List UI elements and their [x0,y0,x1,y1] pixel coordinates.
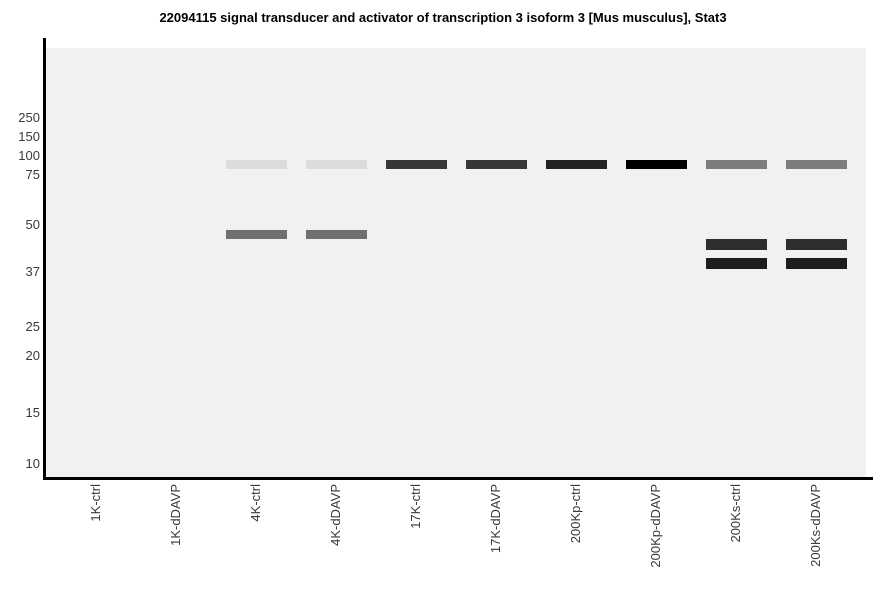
y-tick-label: 25 [25,318,40,334]
protein-band [705,258,767,270]
x-tick-label: 200Ks-ctrl [728,484,743,543]
x-tick-label: 200Kp-ctrl [568,484,583,544]
y-tick-label: 10 [25,455,40,471]
x-tick-label: 4K-dDAVP [328,484,343,546]
y-axis-line [43,38,46,480]
y-tick-label: 50 [25,216,40,232]
x-tick-label: 17K-ctrl [408,484,423,529]
protein-band [225,159,287,169]
protein-band [785,258,847,270]
protein-band [385,159,447,169]
y-tick-label: 15 [25,404,40,420]
protein-band [705,239,767,251]
y-tick-label: 20 [25,348,40,363]
protein-band [785,159,847,169]
protein-band [225,230,287,240]
x-axis-line [43,477,873,480]
x-tick-label: 1K-dDAVP [168,484,183,546]
x-tick-label: 17K-dDAVP [488,484,503,554]
y-tick-label: 75 [25,166,40,182]
x-tick-label: 4K-ctrl [248,484,263,522]
chart-title: 22094115 signal transducer and activator… [159,10,727,25]
y-tick-label: 150 [18,129,40,144]
protein-band [465,159,527,169]
y-tick-label: 250 [18,110,40,125]
protein-band [705,159,767,169]
y-tick-label: 100 [18,148,40,164]
protein-band [785,239,847,251]
protein-band [625,159,687,169]
y-tick-label: 37 [25,263,40,279]
protein-band [305,159,367,169]
protein-band [545,159,607,169]
x-tick-label: 200Kp-dDAVP [648,484,663,568]
x-tick-label: 200Ks-dDAVP [808,484,823,567]
protein-band [305,230,367,240]
x-tick-label: 1K-ctrl [88,484,103,522]
